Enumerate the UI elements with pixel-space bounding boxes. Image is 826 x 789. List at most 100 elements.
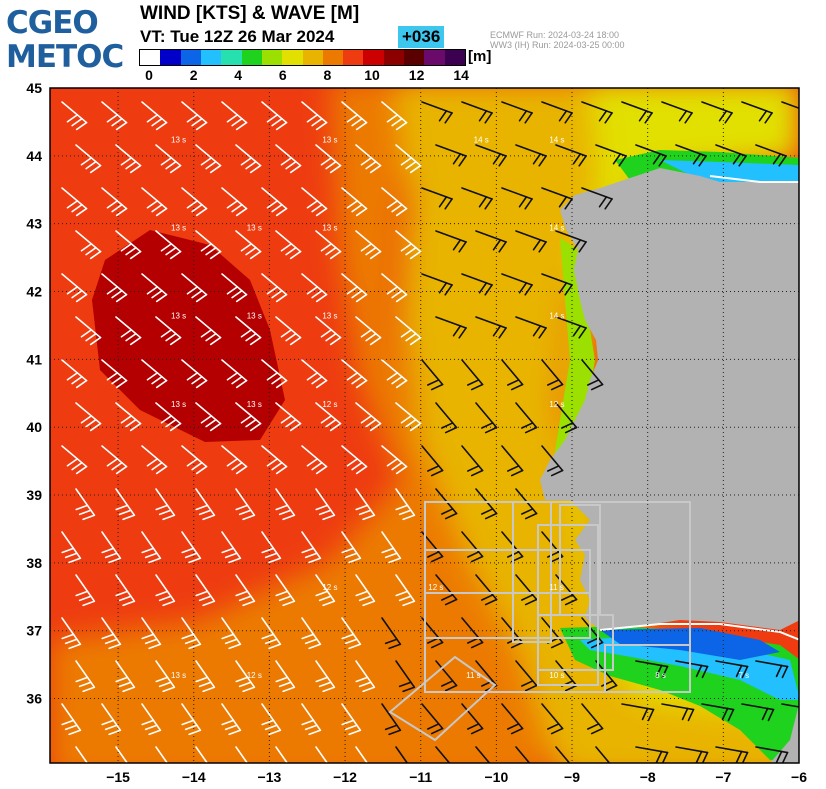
wind-barb <box>621 703 655 722</box>
wind-barb <box>155 230 182 260</box>
wind-barb <box>235 230 262 260</box>
wind-barb <box>315 488 336 521</box>
wind-barb <box>181 531 202 564</box>
colorbar-unit: [m] <box>468 48 492 65</box>
wind-barb <box>301 617 322 650</box>
wind-barb <box>261 531 282 564</box>
colorbar-swatch <box>160 50 181 65</box>
lat-tick-label: 40 <box>26 419 42 435</box>
wind-barb <box>115 746 129 763</box>
wind-barb <box>221 703 242 736</box>
wind-barb <box>221 273 248 303</box>
colorbar-swatch <box>383 50 405 65</box>
wind-barb <box>715 660 749 679</box>
wind-barb <box>61 187 88 217</box>
wind-barb <box>195 660 216 693</box>
wind-barb <box>101 359 128 389</box>
wind-barb <box>541 101 573 124</box>
wind-barb <box>301 101 328 131</box>
wind-barb <box>221 101 248 131</box>
wind-barb <box>715 746 749 763</box>
wind-barb <box>581 359 604 391</box>
wind-barb <box>421 445 444 477</box>
wind-barb <box>181 273 208 303</box>
wind-barb <box>141 359 168 389</box>
wind-barb <box>315 574 336 607</box>
wind-barb <box>315 660 336 693</box>
wind-barb <box>715 144 747 167</box>
wind-barb <box>235 488 256 521</box>
wind-barb <box>341 359 368 389</box>
wind-barb <box>475 230 507 253</box>
wind-barb <box>155 402 182 432</box>
wind-barb <box>341 703 362 736</box>
wind-barb <box>501 187 533 210</box>
wind-barb <box>435 574 458 606</box>
wind-barb <box>475 316 507 339</box>
logo-line-1: CGEO <box>6 5 99 41</box>
map-frame <box>49 87 800 764</box>
model-runs: ECMWF Run: 2024-03-24 18:00 WW3 (IH) Run… <box>490 30 625 50</box>
wind-barb <box>181 703 202 736</box>
wind-barb <box>475 402 498 434</box>
wind-barb <box>461 273 493 296</box>
colorbar-swatch <box>302 50 323 65</box>
wind-barb <box>381 187 408 217</box>
wind-barb <box>301 445 328 475</box>
wind-barb <box>635 144 667 167</box>
lat-tick-label: 37 <box>26 623 42 639</box>
wind-barb <box>141 703 162 736</box>
wind-barb <box>301 703 322 736</box>
wind-barb <box>275 660 296 693</box>
wind-barb <box>435 746 451 763</box>
wind-barb <box>195 230 222 260</box>
wind-barb <box>261 703 282 736</box>
wind-barb <box>221 531 242 564</box>
wind-barb <box>461 187 493 210</box>
wind-barb <box>421 273 453 296</box>
wind-barb <box>261 359 288 389</box>
wave-period-label: 13 s <box>322 223 337 232</box>
colorbar-swatch <box>322 50 344 65</box>
wind-barb <box>515 746 531 763</box>
wave-period-label: 13 s <box>171 312 186 321</box>
wind-barb <box>155 488 176 521</box>
wind-barb <box>661 101 693 124</box>
wind-barb <box>755 660 789 679</box>
wind-barb <box>275 402 302 432</box>
colorbar-tick-label: 6 <box>278 67 287 83</box>
wind-barb <box>581 187 613 210</box>
wave-period-label: 11 s <box>549 583 564 592</box>
wind-barb <box>355 230 382 260</box>
wind-barb <box>261 187 288 217</box>
colorbar-tick-label: 0 <box>145 67 153 83</box>
wind-barb <box>475 574 498 606</box>
wind-barb <box>101 187 128 217</box>
wind-barb <box>195 144 222 174</box>
land <box>540 168 799 763</box>
wind-barb <box>515 660 538 692</box>
wind-barb <box>421 703 444 735</box>
wind-barb <box>395 488 416 521</box>
wind-barb <box>555 230 587 253</box>
wind-barb <box>595 660 618 692</box>
wind-barb <box>381 531 402 564</box>
wind-barb <box>61 617 82 650</box>
wind-barb <box>61 703 82 736</box>
wind-barb <box>275 574 296 607</box>
wind-barb <box>381 359 408 389</box>
wind-barb <box>501 101 533 124</box>
wind-barb <box>661 703 695 722</box>
wind-barb <box>501 445 524 477</box>
run-ww3: WW3 (IH) Run: 2024-03-25 00:00 <box>490 40 625 50</box>
colorbar-tick-label: 8 <box>323 67 332 83</box>
wind-barb <box>635 746 669 763</box>
colorbar-swatch <box>221 50 242 65</box>
wind-barb <box>501 359 524 391</box>
valid-time: VT: Tue 12Z 26 Mar 2024 <box>140 27 335 46</box>
wind-barb <box>75 144 102 174</box>
wind-barb <box>355 574 376 607</box>
wind-barb <box>181 359 208 389</box>
wind-barb <box>355 488 376 521</box>
wind-barb <box>741 101 773 124</box>
